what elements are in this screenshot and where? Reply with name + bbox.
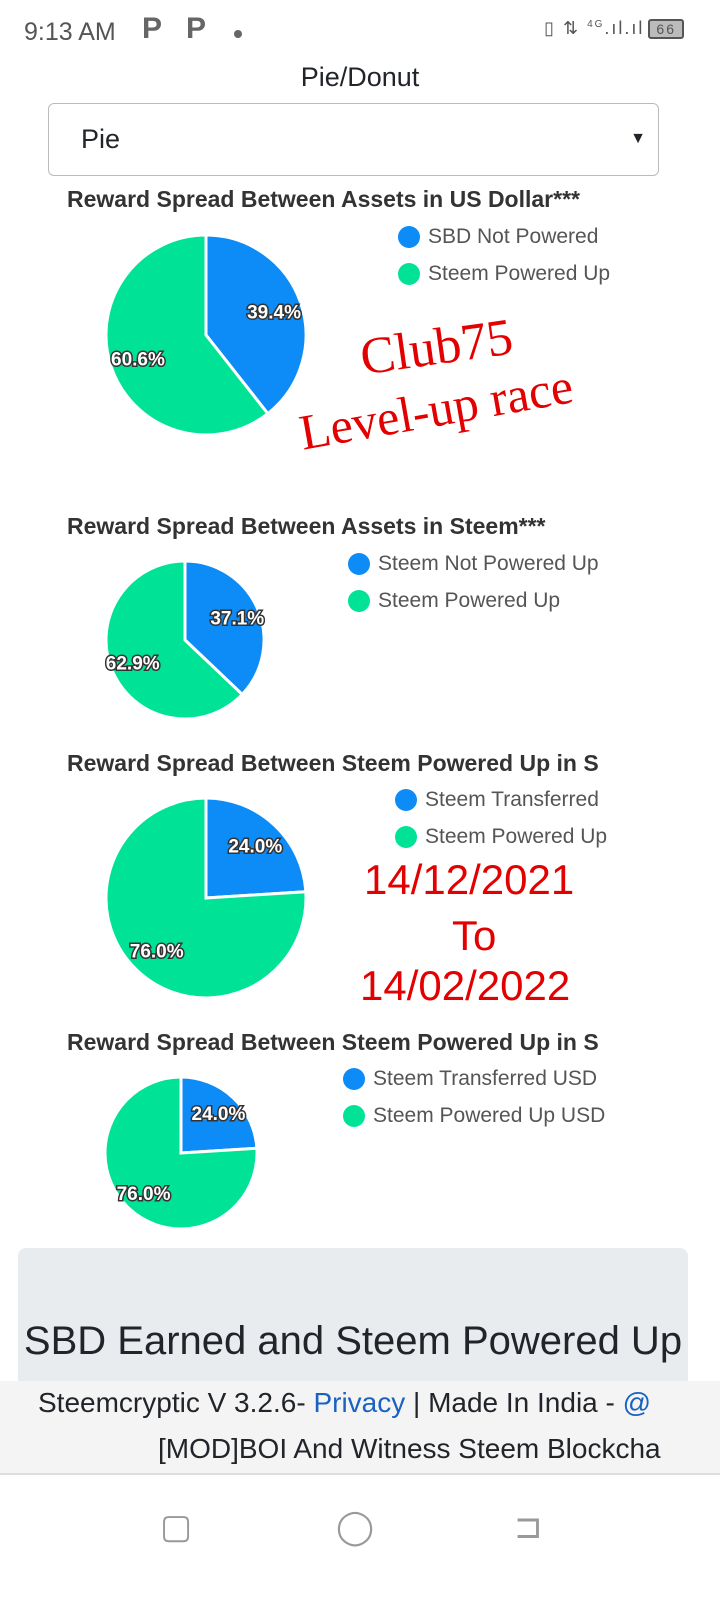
- pie-slice[interactable]: [103, 1075, 259, 1231]
- legend-label: Steem Transferred USD: [373, 1066, 598, 1090]
- signal-icon: .ıl.ıl: [604, 18, 645, 38]
- chart-type-select[interactable]: Pie ▼: [48, 103, 659, 176]
- pie-slice[interactable]: [204, 796, 308, 900]
- slice-label: 24.0%: [192, 1104, 246, 1125]
- annotation-to: To: [452, 912, 497, 959]
- pie-slice[interactable]: [179, 1075, 259, 1155]
- legend-item[interactable]: Steem Transferred USD: [343, 1060, 605, 1097]
- legend-label: Steem Powered Up USD: [373, 1103, 606, 1127]
- navigation-bar: ▢ ◯ ⊐: [0, 1477, 720, 1600]
- chart-type-label: Pie/Donut: [300, 62, 420, 92]
- pie-chart: 37.1% 62.9%: [104, 559, 266, 721]
- legend-item[interactable]: Steem Powered Up: [398, 255, 610, 292]
- legend-item[interactable]: Steem Transferred: [395, 781, 607, 818]
- pie-slice[interactable]: [104, 559, 245, 721]
- pie-slice[interactable]: [183, 559, 266, 697]
- legend-item[interactable]: Steem Powered Up: [395, 818, 607, 855]
- legend-label: SBD Not Powered: [428, 224, 599, 248]
- legend-item[interactable]: Steem Powered Up: [348, 582, 599, 619]
- legend-marker: [348, 589, 370, 612]
- chart-title: Reward Spread Between Steem Powered Up i…: [67, 750, 599, 776]
- pie-slice[interactable]: [104, 233, 270, 437]
- slice-label: 62.9%: [106, 653, 160, 674]
- legend-marker: [348, 552, 370, 575]
- home-icon[interactable]: ◯: [336, 1508, 375, 1546]
- slice-label: 37.1%: [210, 609, 264, 630]
- recent-apps-icon[interactable]: ▢: [160, 1508, 193, 1546]
- chart-legend: SBD Not Powered Steem Powered Up: [398, 218, 610, 292]
- chart-legend: Steem Transferred USD Steem Powered Up US…: [343, 1060, 605, 1134]
- selected-value: Pie: [81, 124, 121, 154]
- system-icons: ▯ ⇅ 4G.ıl.ıl 66: [544, 18, 684, 39]
- legend-label: Steem Powered Up: [428, 261, 611, 285]
- more-notifications-icon: [234, 30, 242, 38]
- legend-label: Steem Not Powered Up: [378, 551, 599, 575]
- pie-slice[interactable]: [104, 796, 308, 1000]
- chart-legend: Steem Transferred Steem Powered Up: [395, 781, 607, 855]
- chart-title: Reward Spread Between Assets in Steem***: [67, 513, 546, 539]
- dropdown-arrow-icon: ▼: [630, 130, 646, 147]
- legend-label: Steem Powered Up: [425, 824, 608, 848]
- pie-chart: 39.4% 60.6%: [104, 233, 308, 437]
- legend-marker: [398, 225, 420, 248]
- chart-legend: Steem Not Powered Up Steem Powered Up: [348, 545, 599, 619]
- slice-label: 76.0%: [117, 1184, 171, 1205]
- legend-label: Steem Powered Up: [378, 588, 561, 612]
- chart-title: Reward Spread Between Steem Powered Up i…: [67, 1029, 599, 1055]
- battery-icon: 66: [648, 19, 684, 39]
- legend-marker: [395, 825, 417, 848]
- author-link[interactable]: @: [622, 1387, 652, 1418]
- vibrate-icon: ▯: [544, 18, 556, 38]
- notification-icon: P: [142, 12, 163, 45]
- legend-item[interactable]: Steem Not Powered Up: [348, 545, 599, 582]
- legend-label: Steem Transferred: [425, 787, 599, 811]
- made-in-text: | Made In India -: [405, 1387, 623, 1418]
- slice-label: 39.4%: [247, 302, 301, 323]
- legend-item[interactable]: Steem Powered Up USD: [343, 1097, 605, 1134]
- slice-label: 24.0%: [228, 837, 282, 858]
- pie-chart: 24.0% 76.0%: [104, 796, 308, 1000]
- footer-line2: [MOD]BOI And Witness Steem Blockcha: [158, 1433, 661, 1464]
- privacy-link[interactable]: Privacy: [313, 1387, 406, 1418]
- footer: Steemcryptic V 3.2.6- Privacy | Made In …: [0, 1381, 720, 1475]
- chart-title: Reward Spread Between Assets in US Dolla…: [67, 186, 580, 212]
- back-icon[interactable]: ⊐: [514, 1508, 543, 1546]
- slice-label: 76.0%: [130, 941, 184, 962]
- legend-marker: [343, 1104, 365, 1127]
- legend-item[interactable]: SBD Not Powered: [398, 218, 610, 255]
- data-icon: ⇅: [562, 18, 581, 38]
- clock: 9:13 AM: [24, 18, 116, 46]
- pie-slice[interactable]: [204, 233, 308, 416]
- card-title: SBD Earned and Steem Powered Up: [23, 1319, 683, 1363]
- status-bar: 9:13 AM P P ▯ ⇅ 4G.ıl.ıl 66: [0, 0, 720, 60]
- annotation-start-date: 14/12/2021: [364, 856, 575, 903]
- pie-chart: 24.0% 76.0%: [103, 1075, 259, 1231]
- annotation-end-date: 14/02/2022: [360, 962, 571, 1009]
- slice-label: 60.6%: [111, 350, 165, 371]
- legend-marker: [398, 262, 420, 285]
- version-text: Steemcryptic V 3.2.6-: [38, 1387, 314, 1418]
- legend-marker: [395, 788, 417, 811]
- network-type: 4G: [587, 19, 605, 30]
- notification-icon: P: [186, 12, 207, 45]
- legend-marker: [343, 1067, 365, 1090]
